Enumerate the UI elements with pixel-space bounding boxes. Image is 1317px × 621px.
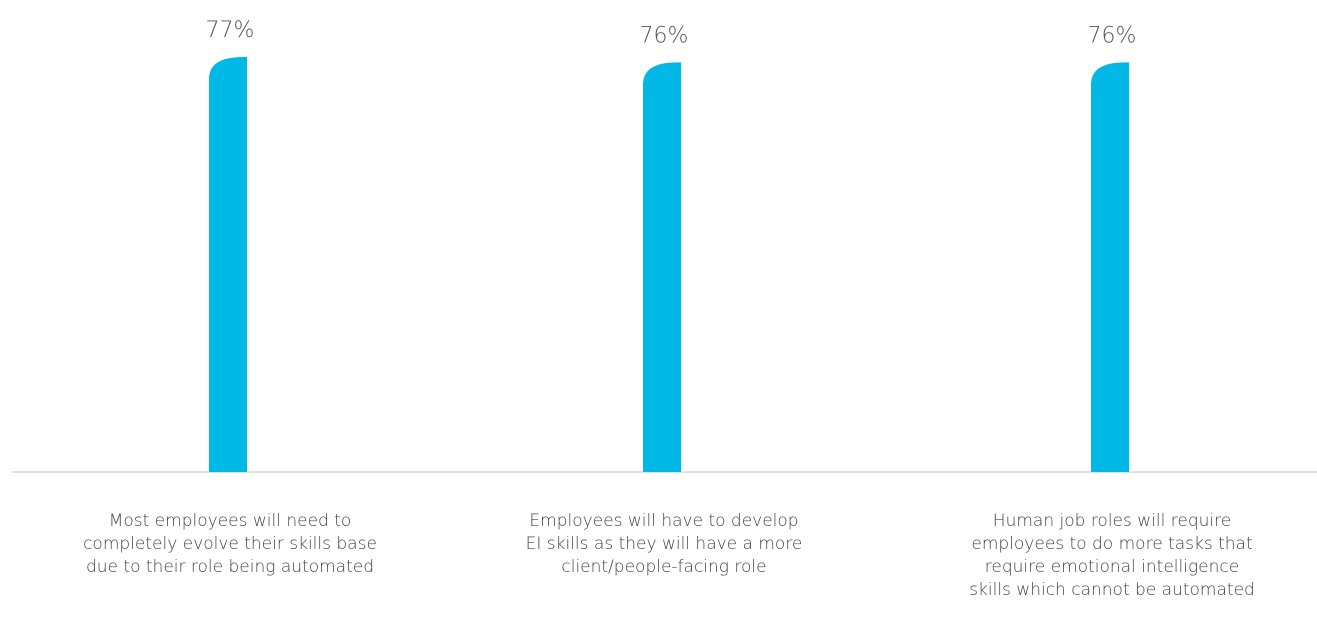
category-label-3-line-4: skills which cannot be automated [969, 580, 1255, 600]
bar-2 [643, 62, 681, 472]
bar-1 [209, 57, 247, 472]
category-label-1: Most employees will need to completely ev… [83, 511, 377, 577]
category-label-2-line-1: Employees will have to develop [529, 511, 798, 531]
bar-3 [1091, 62, 1129, 472]
value-label-2: 76% [640, 23, 689, 48]
category-label-1-line-2: completely evolve their skills base [83, 534, 377, 554]
category-label-2-line-2: EI skills as they will have a more [526, 534, 803, 554]
category-label-2: Employees will have to develop EI skills … [526, 511, 803, 577]
category-label-1-line-1: Most employees will need to [109, 511, 352, 531]
category-label-3-line-2: employees to do more tasks that [971, 534, 1252, 554]
category-label-1-line-3: due to their role being automated [86, 557, 374, 577]
category-label-3: Human job roles will require employees to… [969, 511, 1255, 600]
category-label-2-line-3: client/people-facing role [561, 557, 766, 577]
value-label-3: 76% [1088, 23, 1137, 48]
category-label-3-line-1: Human job roles will require [993, 511, 1231, 531]
category-label-3-line-3: require emotional intelligence [985, 557, 1239, 577]
value-label-1: 77% [206, 18, 255, 43]
